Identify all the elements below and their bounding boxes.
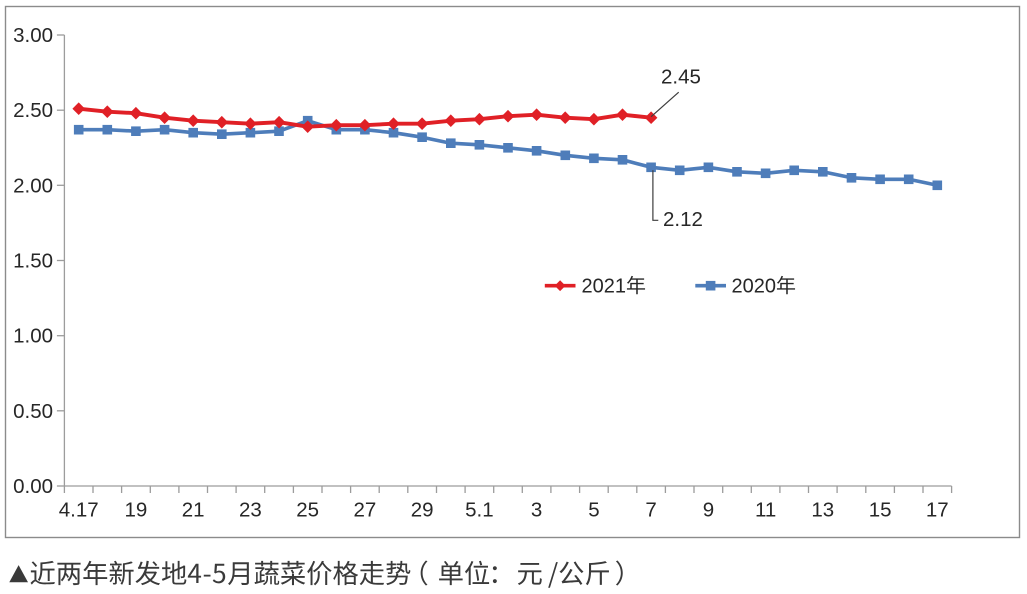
svg-text:25: 25 xyxy=(296,499,319,522)
svg-text:2.12: 2.12 xyxy=(663,208,703,231)
svg-text:0.50: 0.50 xyxy=(13,400,53,423)
svg-text:5: 5 xyxy=(588,499,599,522)
svg-text:3: 3 xyxy=(531,499,542,522)
svg-text:9: 9 xyxy=(703,499,714,522)
svg-text:27: 27 xyxy=(353,499,376,522)
svg-text:2020: 2020 xyxy=(732,276,777,298)
svg-text:7: 7 xyxy=(645,499,656,522)
svg-text:1.00: 1.00 xyxy=(13,325,53,348)
svg-text:0.00: 0.00 xyxy=(13,475,53,498)
svg-text:2.45: 2.45 xyxy=(661,66,701,89)
svg-text:2.00: 2.00 xyxy=(13,174,53,197)
svg-text:13: 13 xyxy=(811,499,834,522)
svg-text:29: 29 xyxy=(411,499,434,522)
svg-text:11: 11 xyxy=(755,499,776,522)
svg-text:17: 17 xyxy=(926,499,949,522)
svg-text:2021: 2021 xyxy=(582,276,627,298)
svg-text:4.17: 4.17 xyxy=(59,499,99,522)
svg-text:5.1: 5.1 xyxy=(465,499,494,522)
svg-text:1.50: 1.50 xyxy=(13,250,53,273)
svg-text:3.00: 3.00 xyxy=(13,24,53,47)
svg-text:23: 23 xyxy=(239,499,262,522)
svg-text:15: 15 xyxy=(869,499,892,522)
svg-text:19: 19 xyxy=(124,499,147,522)
svg-text:21: 21 xyxy=(182,499,205,522)
svg-text:2.50: 2.50 xyxy=(13,99,53,122)
